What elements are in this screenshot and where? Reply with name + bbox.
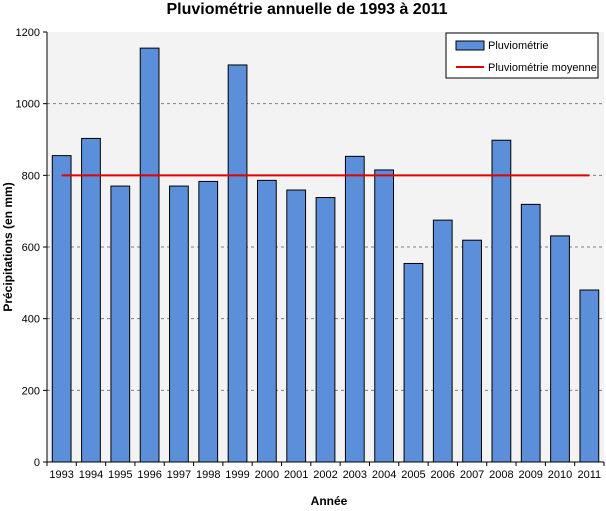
bar-2011 — [579, 289, 600, 463]
x-tick-label: 2011 — [578, 469, 602, 481]
x-tick-label: 1998 — [196, 469, 220, 481]
y-tick-label: 1200 — [16, 27, 40, 39]
bar-2002 — [315, 197, 336, 463]
bar-2001 — [286, 189, 307, 463]
y-tick-label: 600 — [22, 242, 40, 254]
bar-2008 — [491, 139, 512, 463]
legend-swatch-pluviometrie — [455, 40, 485, 51]
legend-label-moyenne: Pluviométrie moyenne — [488, 62, 597, 74]
y-tick-label: 200 — [22, 385, 40, 397]
x-tick-label: 1996 — [137, 469, 161, 481]
legend: Pluviométrie Pluviométrie moyenne — [445, 32, 599, 79]
y-tick-label: 400 — [22, 314, 40, 326]
bar-2007 — [462, 239, 482, 463]
bar-1994 — [81, 137, 101, 463]
bar-2005 — [403, 262, 424, 463]
y-tick-label: 800 — [22, 170, 40, 182]
x-tick-label: 2001 — [284, 469, 308, 481]
bar-1995 — [110, 185, 131, 463]
y-axis-title: Précipitations (en mm) — [1, 182, 15, 311]
bar-2000 — [256, 179, 277, 463]
bar-2010 — [550, 235, 570, 463]
bar-1993 — [51, 155, 72, 463]
x-tick-label: 2004 — [372, 469, 396, 481]
x-tick-label: 2000 — [255, 469, 279, 481]
x-tick-label: 2005 — [401, 469, 425, 481]
bar-1999 — [227, 64, 248, 463]
x-tick-label: 1994 — [79, 469, 103, 481]
bar-1998 — [198, 180, 219, 463]
y-tick-label: 1000 — [16, 99, 40, 111]
x-tick-label: 2007 — [460, 469, 484, 481]
x-tick-label: 2010 — [548, 469, 572, 481]
bar-2004 — [374, 169, 395, 463]
x-tick-label: 1997 — [167, 469, 191, 481]
bar-2006 — [432, 219, 453, 463]
x-tick-label: 2008 — [489, 469, 513, 481]
bar-2009 — [520, 203, 541, 463]
bar-2003 — [344, 155, 365, 463]
y-tick-label: 0 — [34, 457, 40, 469]
bar-1996 — [139, 47, 160, 463]
bar-1997 — [169, 185, 189, 463]
x-tick-label: 2002 — [313, 469, 337, 481]
x-tick-label: 2003 — [343, 469, 367, 481]
x-tick-label: 1995 — [108, 469, 132, 481]
x-axis-title: Année — [311, 494, 348, 508]
x-tick-label: 1993 — [49, 469, 73, 481]
x-tick-label: 2006 — [431, 469, 455, 481]
legend-label-pluviometrie: Pluviométrie — [488, 40, 549, 52]
chart-title: Pluviométrie annuelle de 1993 à 2011 — [166, 1, 447, 18]
x-tick-label: 2009 — [518, 469, 542, 481]
x-tick-label: 1999 — [225, 469, 249, 481]
